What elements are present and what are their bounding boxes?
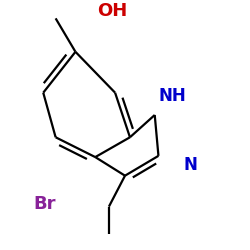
Text: OH: OH bbox=[98, 2, 128, 20]
Text: Br: Br bbox=[33, 195, 56, 213]
Text: NH: NH bbox=[158, 88, 186, 106]
Text: N: N bbox=[183, 156, 197, 174]
